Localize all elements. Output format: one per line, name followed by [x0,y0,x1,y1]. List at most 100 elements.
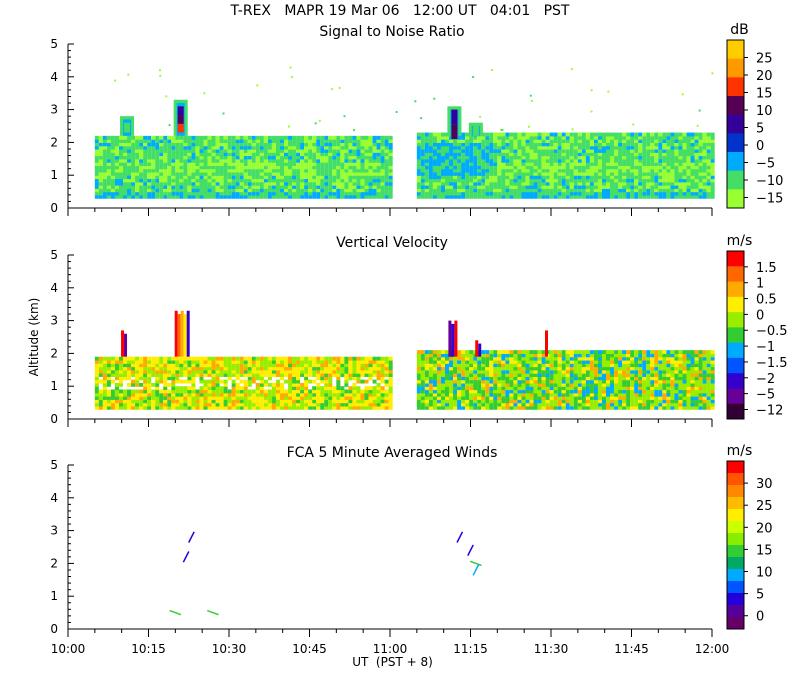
snr-cell [706,142,711,147]
vel-cell [465,366,470,371]
snr-cell [336,168,341,173]
snr-cell [541,139,546,143]
snr-cell [593,165,598,170]
snr-cell [577,152,582,157]
vel-cell [529,359,534,364]
snr-cell [461,142,466,147]
snr-cell [698,178,703,183]
snr-cell [577,135,582,140]
snr-cell [440,148,445,153]
snr-cell [424,145,429,150]
snr-cell [553,191,558,196]
vel-cell [143,405,148,410]
vel-cell [255,366,260,371]
vel-cell [388,402,393,407]
vel-cell [187,386,192,391]
snr-cell [118,178,123,183]
snr-cell [420,191,425,196]
snr-cell [364,168,369,173]
snr-cell [614,152,619,157]
snr-cell [135,139,140,143]
snr-cell [320,188,325,193]
snr-cell [94,188,99,193]
vel-cell [477,382,482,387]
snr-cell [686,139,691,143]
vel-cell [159,389,164,394]
snr-cell [139,145,144,150]
vel-cell [569,399,574,404]
snr-cell [525,148,530,153]
vel-cell [445,399,450,404]
snr-cell [469,181,474,186]
snr-cell [581,158,586,163]
snr-cell [477,178,482,183]
vel-cell [589,386,594,391]
snr-cell [501,162,506,166]
snr-cell [485,178,490,183]
vel-cell [219,392,224,397]
vel-cell [481,382,486,387]
vel-cell [533,399,538,404]
vel-cell [445,379,450,384]
snr-cell [275,171,280,176]
vel-cell [469,350,474,354]
vel-cell [585,386,590,391]
vel-cell [247,356,252,361]
snr-cell [364,135,369,140]
snr-cell [372,152,377,157]
snr-cell [368,158,373,163]
snr-cell [231,168,236,173]
vel-cell [271,402,276,407]
vel-cell [191,363,196,368]
vel-cell [513,379,518,384]
vel-cell [275,382,280,387]
vel-cell [589,376,594,381]
snr-cell [167,188,172,193]
snr-cell [493,132,498,137]
snr-cell [658,191,663,196]
snr-cell [110,142,115,147]
snr-cell [477,165,482,170]
vel-cell [336,373,341,377]
snr-cell [505,139,510,143]
vel-cell [497,369,502,374]
snr-cell [211,171,216,176]
snr-cell [215,191,220,196]
vel-cell [243,382,248,387]
snr-cell [352,181,357,186]
snr-cell [428,191,433,196]
snr-cell [614,188,619,193]
snr-cell [388,162,393,166]
vel-cell [187,356,192,361]
vel-cell [360,363,365,368]
snr-cell [151,135,156,140]
snr-cell [183,188,188,193]
snr-cell [436,145,441,150]
snr-cell [710,191,715,196]
vel-cell [348,402,353,407]
snr-cell [650,194,655,199]
vel-cell [279,356,284,361]
vel-cell [577,353,582,358]
vel-cell [606,350,611,354]
snr-cell [626,181,631,186]
snr-cell [416,135,421,140]
vel-cell [549,373,554,377]
vel-cell [300,392,305,397]
snr-cell [259,152,264,157]
snr-cell [525,181,530,186]
snr-cell [219,175,224,180]
vel-cell [328,402,333,407]
snr-cell [497,142,502,147]
vel-cell [501,373,506,377]
vel-cell [251,402,256,407]
snr-cell [155,188,160,193]
vel-cell [328,366,333,371]
vel-cell [171,402,176,407]
snr-cell [545,142,550,147]
snr-cell [356,135,361,140]
snr-cell [195,188,200,193]
snr-cell [139,168,144,173]
snr-cell [485,168,490,173]
vel-cell [292,396,297,400]
